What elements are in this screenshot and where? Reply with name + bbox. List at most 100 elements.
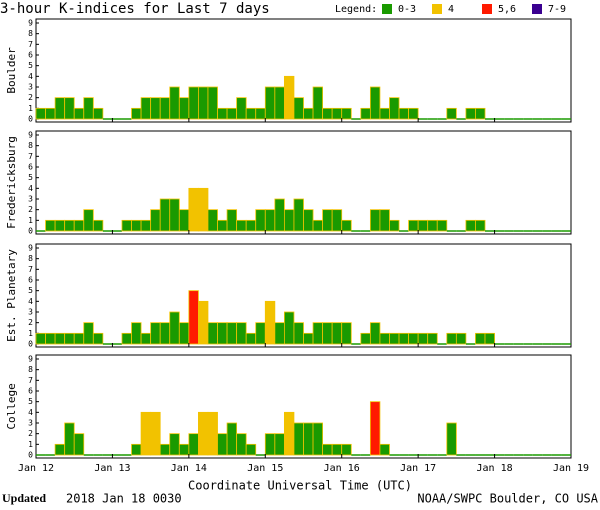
bar [54, 332, 66, 345]
bar [83, 322, 94, 345]
bar [322, 107, 333, 120]
y-tick-label: 0 [28, 340, 33, 349]
bar [226, 422, 238, 456]
bar [245, 107, 257, 120]
bar [207, 411, 218, 456]
y-tick-label: 5 [28, 173, 33, 182]
bar [92, 107, 104, 120]
bar [274, 322, 285, 345]
y-tick-label: 7 [28, 376, 33, 385]
bar [427, 332, 438, 345]
bar [188, 290, 199, 345]
bar [35, 332, 46, 345]
bar [389, 332, 400, 345]
bar [379, 443, 390, 456]
y-tick-label: 4 [28, 184, 33, 193]
legend-entry: 0-3 [398, 4, 416, 15]
x-tick-label: Jan 13 [94, 463, 130, 474]
bar [217, 107, 228, 120]
panel-frame [35, 18, 572, 123]
bar [92, 219, 104, 232]
y-tick-label: 1 [28, 104, 33, 113]
bar [283, 209, 295, 232]
y-tick-label: 4 [28, 72, 33, 81]
y-tick-label: 7 [28, 152, 33, 161]
y-tick-label: 5 [28, 286, 33, 295]
y-tick-label: 8 [28, 365, 33, 374]
updated-label: Updated [2, 491, 46, 505]
bar [198, 187, 209, 232]
bar [331, 322, 343, 345]
bar [331, 107, 343, 120]
bar [121, 332, 132, 345]
y-tick-label: 1 [28, 440, 33, 449]
bar [140, 219, 152, 232]
x-tick-label: Jan 18 [477, 463, 513, 474]
x-tick-label: Jan 12 [18, 463, 54, 474]
bar [341, 443, 352, 456]
bar [140, 411, 152, 456]
bar [331, 209, 343, 232]
bar [245, 443, 257, 456]
y-tick-label: 9 [28, 131, 33, 140]
bar [169, 311, 180, 345]
y-tick-label: 0 [28, 451, 33, 460]
bar [398, 332, 409, 345]
bar [427, 219, 438, 232]
bar [207, 209, 218, 232]
bar [64, 97, 75, 120]
legend-swatch [532, 4, 542, 14]
bar [322, 443, 333, 456]
bar [303, 209, 314, 232]
bar [140, 97, 152, 120]
bar [322, 322, 333, 345]
bar [35, 107, 46, 120]
bar [398, 107, 409, 120]
bar [465, 219, 476, 232]
bar [150, 209, 161, 232]
bar [293, 322, 304, 345]
bar [293, 198, 304, 232]
bar [45, 219, 56, 232]
bar [264, 300, 276, 345]
bar [369, 209, 381, 232]
bar [369, 322, 381, 345]
bar [169, 86, 180, 120]
y-tick-label: 8 [28, 254, 33, 263]
y-tick-label: 3 [28, 419, 33, 428]
bar [322, 209, 333, 232]
bar [369, 86, 381, 120]
bar [312, 86, 324, 120]
y-tick-label: 6 [28, 276, 33, 285]
bar [283, 411, 295, 456]
bar [408, 332, 419, 345]
bar [475, 332, 486, 345]
bar [331, 443, 343, 456]
bar [484, 332, 495, 345]
bar [446, 422, 457, 456]
bar [188, 433, 199, 456]
y-tick-label: 5 [28, 61, 33, 70]
bar [217, 322, 228, 345]
bar [178, 443, 190, 456]
y-tick-label: 3 [28, 308, 33, 317]
bar [198, 300, 209, 345]
bar [312, 219, 324, 232]
y-tick-label: 3 [28, 83, 33, 92]
bar [408, 107, 419, 120]
bar [226, 107, 238, 120]
bar [274, 433, 285, 456]
bar [54, 443, 66, 456]
bar [188, 86, 199, 120]
bar [274, 198, 285, 232]
y-tick-label: 4 [28, 408, 33, 417]
bar [245, 332, 257, 345]
bar [475, 219, 486, 232]
bar [159, 198, 171, 232]
bar [312, 422, 324, 456]
bar [417, 219, 429, 232]
legend-entry: 5,6 [498, 4, 516, 15]
bar [131, 322, 142, 345]
bar [45, 332, 56, 345]
